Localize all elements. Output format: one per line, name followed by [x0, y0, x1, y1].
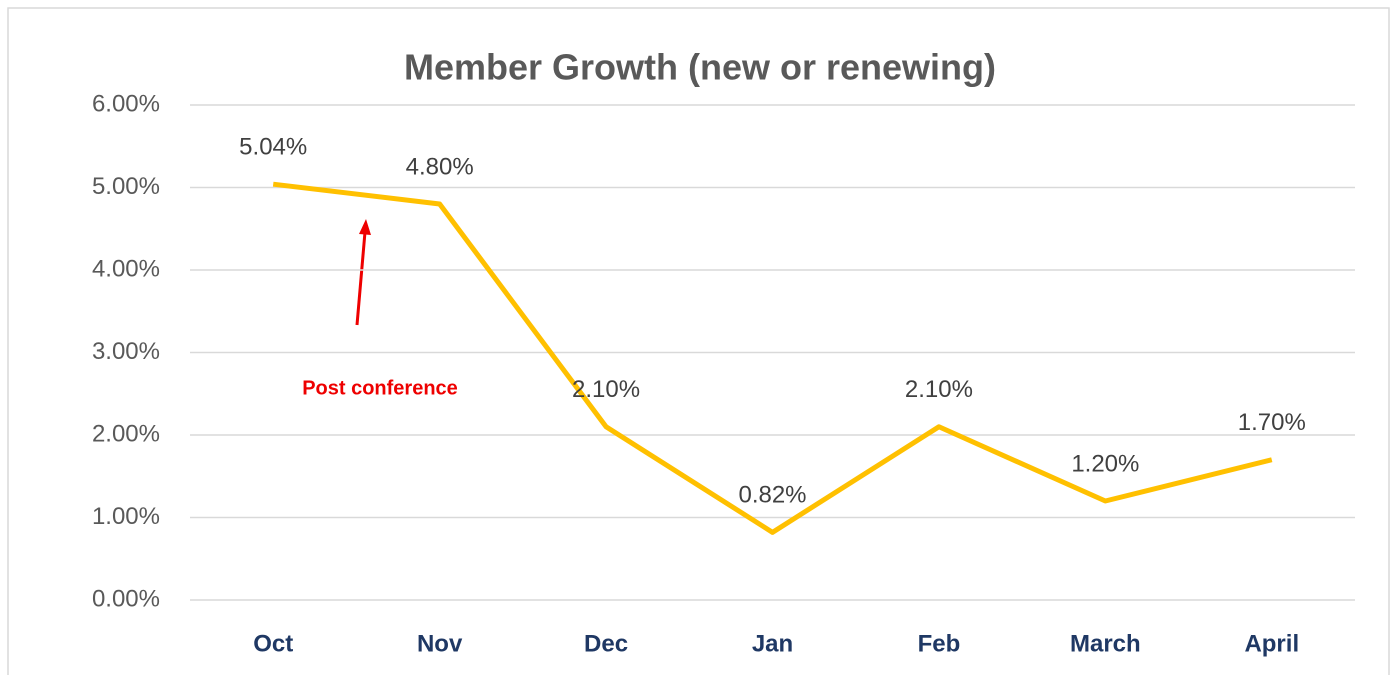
y-tick-label: 0.00% [92, 585, 160, 612]
annotation: Post conference [302, 377, 458, 399]
chart-frame [7, 7, 1390, 675]
x-tick-label: Feb [918, 630, 961, 657]
data-label: 5.04% [239, 134, 307, 161]
y-tick-label: 4.00% [92, 255, 160, 282]
annotation-arrowhead [359, 219, 371, 235]
y-tick-label: 5.00% [92, 173, 160, 200]
data-label: 4.80% [406, 153, 474, 180]
data-label: 2.10% [905, 376, 973, 403]
x-tick-label: April [1244, 630, 1299, 657]
chart-title: Member Growth (new or renewing) [404, 47, 996, 88]
y-tick-label: 1.00% [92, 503, 160, 530]
x-tick-label: Nov [417, 630, 463, 657]
y-tick-label: 3.00% [92, 338, 160, 365]
data-label: 1.20% [1071, 450, 1139, 477]
data-label: 0.82% [738, 482, 806, 509]
x-tick-label: March [1070, 630, 1141, 657]
data-label: 2.10% [572, 376, 640, 403]
y-tick-label: 6.00% [92, 90, 160, 117]
annotation-arrow [355, 231, 367, 326]
data-line [272, 181, 1273, 535]
x-tick-label: Jan [752, 630, 793, 657]
y-tick-label: 2.00% [92, 420, 160, 447]
x-tick-label: Dec [584, 630, 628, 657]
x-tick-label: Oct [253, 630, 293, 657]
data-label: 1.70% [1238, 409, 1306, 436]
